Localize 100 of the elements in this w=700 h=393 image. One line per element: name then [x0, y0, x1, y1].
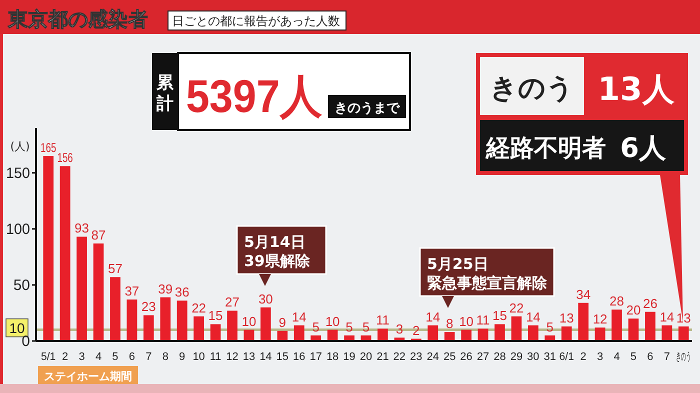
x-tick-label: 23	[410, 351, 422, 363]
data-label: 9	[278, 314, 286, 330]
x-tick-label: 27	[476, 351, 490, 363]
bar	[461, 330, 472, 341]
data-label: 14	[292, 309, 306, 324]
data-label: 5	[546, 319, 554, 334]
bar	[678, 326, 689, 341]
x-tick-label: 4	[614, 351, 620, 363]
x-tick-label: 4	[95, 351, 102, 363]
x-tick-label: 5	[112, 351, 118, 363]
data-label: 30	[258, 291, 273, 306]
bar	[645, 312, 656, 341]
annotation: 緊急事態宣言解除	[427, 274, 548, 292]
x-tick-label: 7	[146, 351, 152, 363]
text: 13人	[598, 70, 676, 108]
annotation: 5月14日	[244, 233, 306, 251]
y-tick-label: 0	[22, 333, 30, 350]
data-label: 3	[396, 322, 404, 337]
data-label: 5	[312, 319, 320, 334]
data-label: 10	[459, 314, 474, 329]
x-tick-label: 9	[179, 351, 186, 363]
x-tick-label: 6/1	[559, 350, 574, 364]
data-label: 87	[91, 227, 106, 242]
data-label: 156	[57, 152, 73, 166]
data-label: 13	[676, 310, 691, 326]
data-label: 93	[74, 220, 90, 236]
x-tick-label: 30	[527, 351, 540, 363]
x-tick-label: 26	[460, 351, 472, 363]
x-tick-label: 22	[393, 351, 406, 363]
x-tick-label: 11	[210, 351, 222, 363]
x-tick-label: 3	[596, 351, 604, 363]
data-label: 28	[610, 294, 624, 309]
x-tick-label: 6	[128, 351, 136, 363]
text: きのうまで	[334, 101, 400, 116]
data-label: 36	[174, 284, 190, 300]
bar	[277, 330, 288, 341]
bar	[76, 236, 87, 341]
x-tick-label: 5/1	[41, 350, 56, 364]
bar	[428, 325, 438, 341]
data-label: 15	[208, 308, 223, 324]
x-tick-label: 14	[260, 351, 272, 363]
annotation: 6人	[620, 133, 667, 164]
x-tick-label: 15	[276, 351, 289, 363]
bar	[227, 310, 238, 341]
x-tick-label: 2	[62, 351, 68, 363]
data-label: 22	[192, 300, 206, 316]
bar	[528, 325, 538, 341]
data-label: 27	[225, 294, 240, 310]
data-label: 26	[642, 296, 658, 311]
x-tick-label: 5	[630, 351, 637, 363]
bar	[260, 307, 271, 341]
data-label: 5	[362, 319, 370, 334]
x-tick-label: 6	[647, 351, 654, 363]
data-label: 5	[346, 319, 353, 334]
data-label: 37	[124, 284, 140, 299]
data-label: 10	[325, 314, 340, 329]
bar	[60, 166, 70, 341]
data-label: 13	[559, 310, 574, 326]
x-tick-label: 16	[293, 351, 306, 363]
data-label: 34	[576, 286, 591, 302]
x-tick-label: 29	[510, 351, 523, 363]
y-axis-title: (人)	[10, 140, 30, 153]
data-label: 15	[492, 308, 507, 324]
data-label: 14	[526, 309, 540, 324]
data-label: 2	[412, 322, 420, 338]
x-tick-label: 8	[162, 351, 168, 363]
x-tick-label: 25	[443, 351, 456, 363]
bar	[628, 318, 639, 341]
x-tick-label: 10	[192, 351, 205, 363]
bar	[594, 328, 606, 341]
y-tick-label: 50	[13, 276, 30, 294]
data-label: 23	[141, 299, 156, 314]
bar	[612, 310, 622, 341]
data-label: 12	[592, 312, 608, 327]
bar	[126, 300, 138, 341]
bar	[662, 325, 672, 341]
bar	[143, 315, 154, 341]
y-tick-label: 100	[6, 222, 30, 238]
data-label: 8	[446, 316, 454, 332]
bar	[210, 324, 221, 341]
bar	[444, 332, 455, 341]
bar	[511, 316, 522, 341]
bar	[43, 156, 54, 341]
data-label: 14	[660, 309, 674, 324]
annotation: 5月25日	[427, 255, 488, 273]
data-label: 39	[158, 281, 173, 296]
x-tick-label: 12	[226, 351, 238, 363]
x-tick-label: 31	[544, 351, 556, 363]
bar	[494, 324, 505, 341]
chart-subtitle: 日ごとの都に報告があった人数	[172, 14, 340, 28]
x-tick-label: 17	[310, 351, 322, 363]
data-label: 10	[242, 314, 256, 329]
x-tick-label: 13	[242, 351, 256, 363]
text: ステイホーム期間	[44, 370, 132, 383]
y-tick-label: 150	[6, 166, 30, 182]
x-tick-label: 7	[664, 351, 670, 363]
bar	[194, 316, 204, 341]
bar	[578, 302, 589, 341]
data-label: 20	[626, 302, 641, 318]
chart-title: 東京都の感染者	[7, 7, 148, 31]
